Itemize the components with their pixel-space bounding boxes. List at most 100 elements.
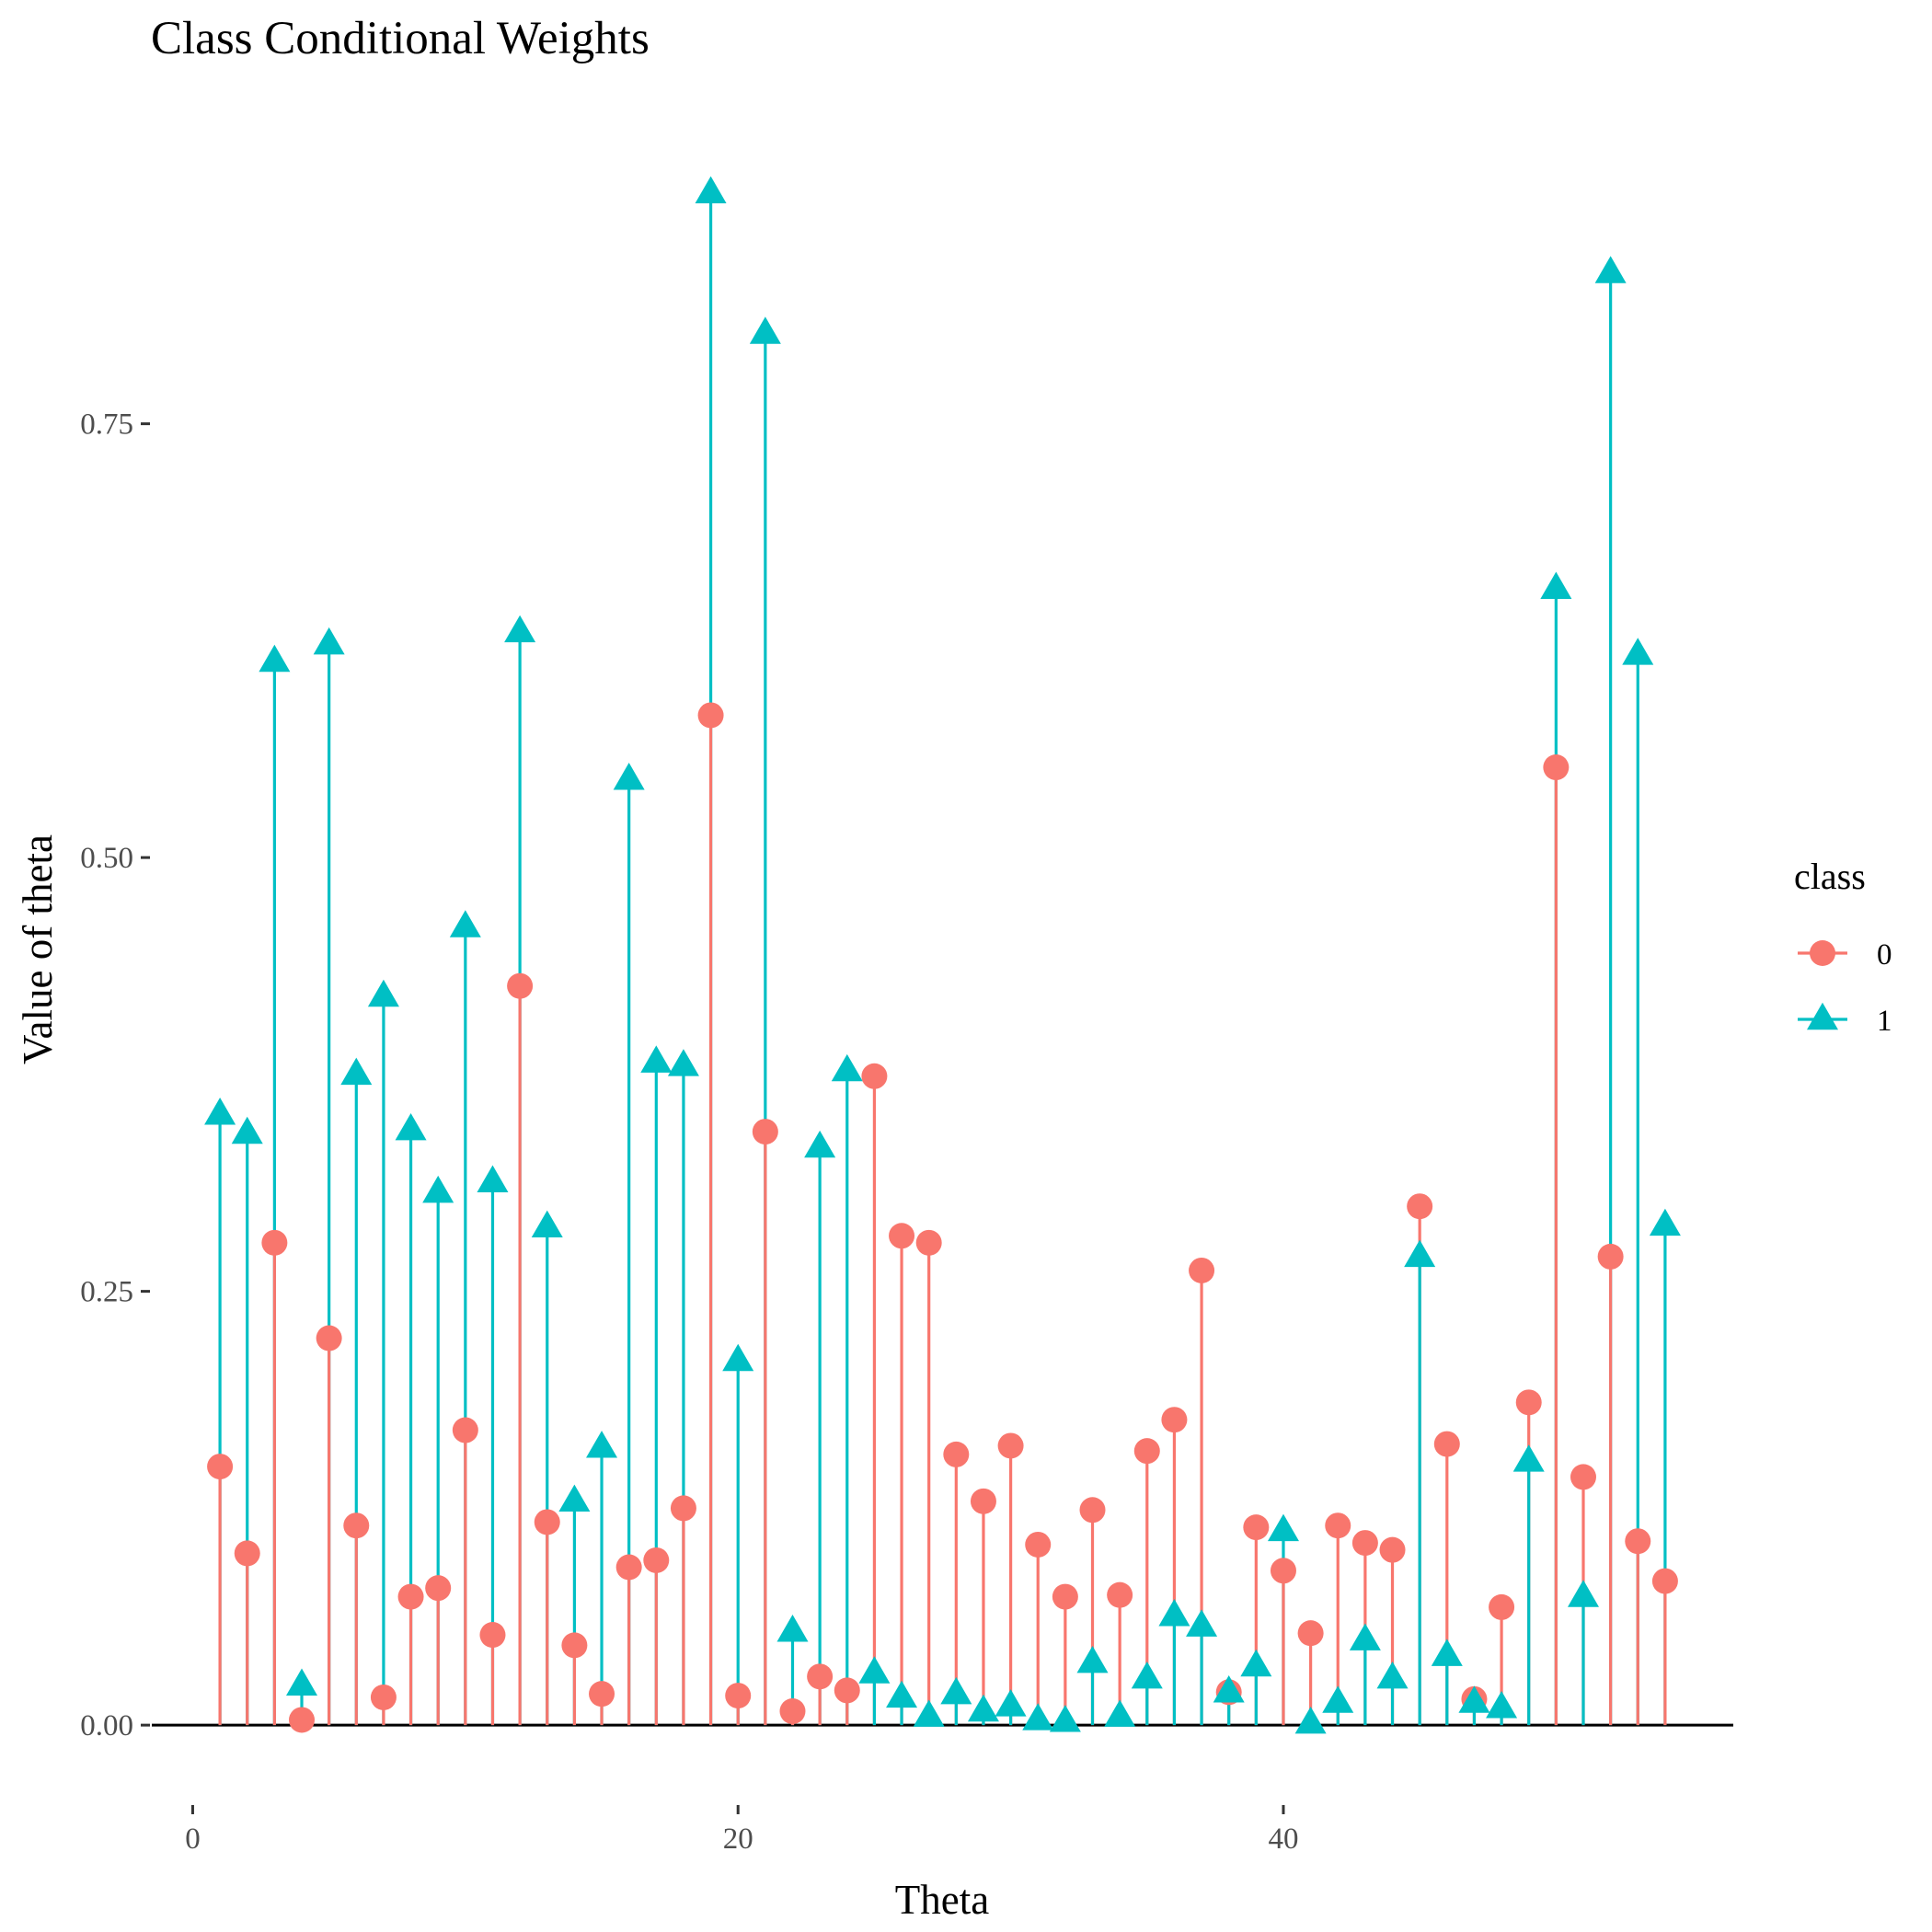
point-class-0 [1161,1407,1188,1433]
point-class-0 [234,1540,260,1567]
x-axis-title: Theta [895,1877,989,1923]
point-class-1 [1186,1609,1218,1637]
point-class-1 [886,1680,918,1708]
point-class-0 [943,1441,970,1467]
point-class-1 [231,1116,263,1144]
point-class-1 [1486,1691,1518,1719]
point-class-1 [1622,638,1654,665]
point-class-1 [1404,1239,1436,1268]
y-tick-label: 0.75 [80,408,133,442]
legend-marker-class-0 [1810,940,1835,966]
point-class-0 [261,1229,288,1256]
point-class-1 [831,1053,863,1082]
point-class-1 [449,910,481,937]
point-class-1 [1567,1580,1599,1607]
point-class-0 [1625,1528,1651,1555]
point-class-0 [1379,1536,1406,1563]
point-class-1 [804,1130,836,1158]
point-class-0 [1270,1558,1296,1584]
point-class-0 [479,1622,506,1649]
stems [218,192,1667,1726]
point-class-0 [807,1663,834,1690]
point-class-1 [749,316,781,344]
point-class-0 [1297,1620,1324,1647]
point-class-1 [1431,1639,1463,1666]
point-class-1 [722,1343,754,1372]
point-class-0 [1325,1512,1351,1539]
point-class-1 [422,1175,454,1203]
point-class-0 [615,1554,642,1581]
point-class-0 [207,1454,234,1480]
point-class-1 [1104,1699,1136,1727]
legend-label-class-0: 0 [1877,938,1892,972]
point-class-1 [586,1431,618,1458]
point-class-1 [204,1097,236,1125]
point-class-0 [779,1698,806,1725]
chart-title: Class Conditional Weights [151,13,650,64]
point-class-0 [1570,1464,1596,1490]
point-class-1 [940,1676,972,1705]
point-class-0 [397,1583,424,1610]
point-class-1 [340,1057,373,1086]
point-class-0 [1489,1593,1515,1620]
point-class-0 [1515,1389,1542,1416]
point-class-0 [1052,1583,1078,1610]
point-class-0 [1597,1243,1624,1270]
point-class-0 [752,1119,778,1145]
x-tick-label: 40 [1268,1823,1298,1856]
point-class-1 [913,1699,945,1727]
point-class-1 [667,1049,699,1076]
point-class-0 [861,1063,888,1089]
point-class-1 [613,762,645,790]
point-class-1 [259,644,291,673]
point-class-1 [1512,1444,1545,1472]
point-class-1 [1158,1599,1190,1627]
point-class-0 [834,1677,860,1704]
point-class-0 [507,972,534,999]
point-class-1 [695,176,727,203]
point-class-0 [1133,1438,1160,1465]
point-class-1 [395,1112,427,1141]
point-class-1 [995,1689,1027,1717]
point-class-1 [640,1045,673,1073]
point-class-1 [1294,1706,1327,1734]
point-class-1 [1267,1513,1299,1542]
point-class-1 [1076,1645,1109,1673]
y-tick-label: 0.00 [80,1709,133,1742]
point-class-1 [967,1694,999,1722]
point-class-1 [776,1615,809,1642]
y-tick-label: 0.25 [80,1276,133,1309]
point-class-1 [286,1668,318,1696]
x-tick-label: 20 [723,1823,753,1856]
point-class-1 [1131,1661,1163,1689]
point-class-0 [1651,1568,1678,1594]
point-class-0 [915,1229,942,1256]
point-class-0 [1433,1431,1460,1457]
point-class-0 [725,1683,752,1709]
point-class-1 [504,615,536,643]
point-class-0 [889,1223,915,1249]
point-class-1 [1240,1649,1272,1677]
point-class-1 [1349,1623,1381,1650]
point-class-1 [1540,571,1572,599]
point-class-1 [477,1165,509,1192]
point-class-1 [1594,256,1627,283]
point-class-0 [343,1512,370,1539]
point-class-1 [558,1484,591,1512]
point-class-0 [425,1575,452,1602]
point-class-0 [697,702,724,729]
point-class-0 [1025,1531,1052,1558]
point-class-1 [1649,1208,1681,1236]
point-class-0 [316,1325,342,1351]
point-class-1 [1376,1661,1409,1689]
y-tick-label: 0.50 [80,842,133,875]
legend-label-class-1: 1 [1877,1005,1892,1038]
y-axis-title: Value of theta [15,834,61,1064]
point-class-0 [1079,1497,1106,1524]
point-class-1 [367,979,399,1007]
point-class-1 [858,1656,891,1684]
point-class-0 [370,1684,397,1710]
point-class-1 [313,627,345,655]
legend: class 0 1 [1794,856,1892,1038]
data-marks [204,176,1681,1734]
